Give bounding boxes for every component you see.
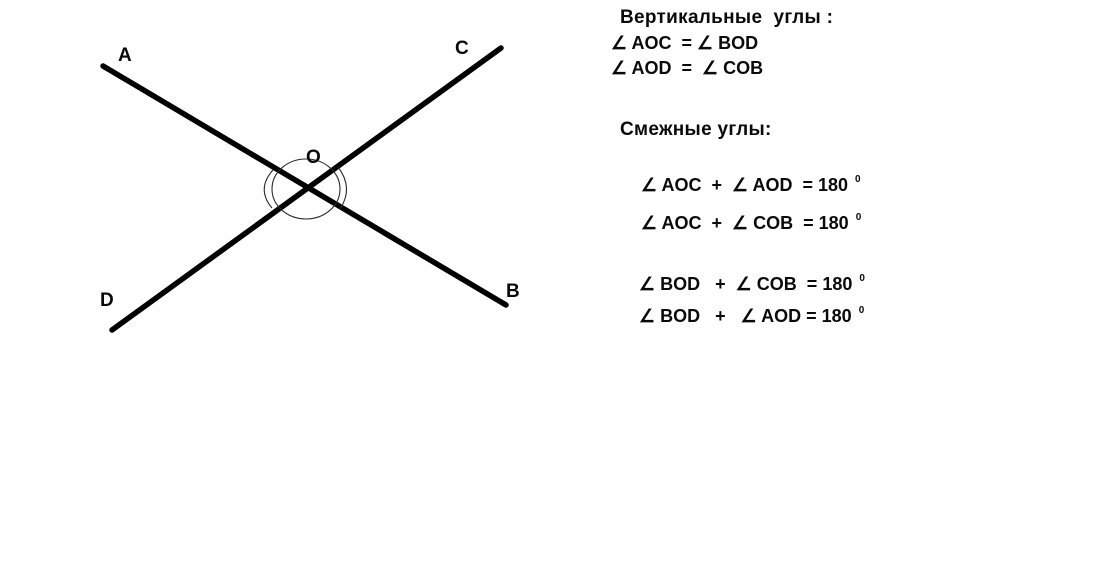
intersection-doodle-right-arc — [337, 166, 348, 210]
equation-text: ∠ AOC + ∠ COB = 180 — [641, 213, 849, 233]
equation-text: ∠ BOD + ∠ COB = 180 — [639, 274, 853, 294]
line-ab — [100, 63, 509, 308]
point-label-a: A — [118, 45, 132, 66]
degree-superscript: 0 — [858, 305, 865, 316]
intersection-doodle-left-arc — [263, 169, 274, 209]
point-label-c: C — [455, 38, 469, 59]
degree-superscript: 0 — [855, 174, 861, 185]
degree-superscript: 0 — [855, 212, 862, 223]
vertical-angles-title: Вертикальные углы : — [620, 7, 834, 28]
line-cd — [109, 45, 504, 333]
intersection-doodle-circle — [271, 158, 341, 220]
adjacent-angle-equation-3: ∠ BOD + ∠ COB = 180 0 — [609, 253, 865, 316]
intersecting-lines-diagram: A C O B D — [100, 38, 520, 333]
vertical-angle-equation-1: ∠ AOC = ∠ BOD — [611, 33, 759, 53]
point-label-b: B — [506, 281, 520, 302]
adjacent-angles-title: Смежные углы: — [620, 119, 772, 140]
equation-text: ∠ BOD + ∠ AOD = 180 — [639, 306, 852, 326]
adjacent-angle-equation-4: ∠ BOD + ∠ AOD = 180 0 — [609, 285, 864, 348]
degree-superscript: 0 — [859, 273, 865, 284]
vertical-angle-equation-2: ∠ AOD = ∠ COB — [611, 58, 764, 78]
adjacent-angle-equation-1: ∠ AOC + ∠ AOD = 180 0 — [611, 154, 861, 217]
point-label-d: D — [100, 290, 114, 311]
point-label-o: O — [306, 147, 321, 168]
adjacent-angle-equation-2: ∠ AOC + ∠ COB = 180 0 — [611, 192, 861, 255]
equation-text: ∠ AOC + ∠ AOD = 180 — [641, 175, 849, 195]
